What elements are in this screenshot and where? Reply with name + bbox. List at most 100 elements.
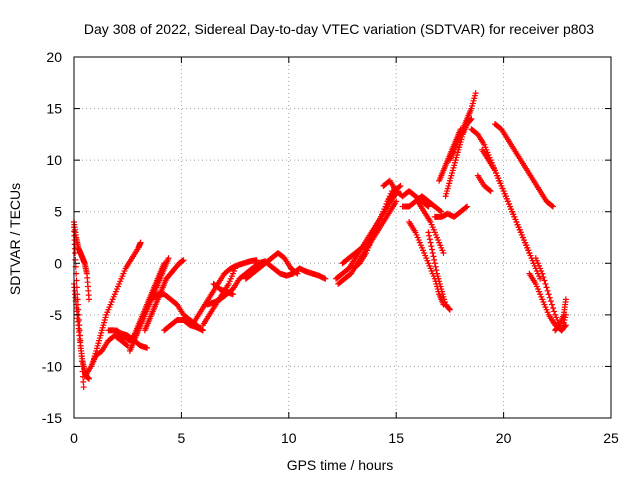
series-arc-af bbox=[479, 146, 544, 282]
series-arc-h bbox=[126, 255, 172, 354]
series-arc-c bbox=[71, 219, 93, 303]
y-tick-label: 20 bbox=[46, 49, 62, 65]
data-point bbox=[72, 256, 79, 263]
data-point bbox=[463, 204, 470, 211]
y-tick-label: 10 bbox=[46, 152, 62, 168]
data-point bbox=[393, 198, 400, 205]
series-arc-ak bbox=[552, 296, 569, 334]
data-point bbox=[77, 332, 84, 339]
series-arc-y bbox=[414, 198, 447, 256]
series-arc-ad bbox=[446, 90, 479, 164]
y-tick-label: 15 bbox=[46, 101, 62, 117]
data-point bbox=[72, 249, 79, 256]
data-point bbox=[562, 322, 569, 329]
x-tick-label: 20 bbox=[496, 430, 512, 446]
data-point bbox=[551, 308, 558, 315]
data-point bbox=[426, 236, 433, 243]
series-arc-z bbox=[425, 229, 453, 313]
series-arc-ag bbox=[492, 121, 557, 210]
series-arc-ah bbox=[474, 172, 494, 195]
series-arc-l bbox=[189, 257, 260, 329]
series-arc-n bbox=[204, 258, 269, 308]
y-axis: -15 -10 -5 0 5 10 15 20 bbox=[42, 49, 611, 426]
data-point bbox=[487, 188, 494, 195]
grid bbox=[74, 57, 611, 418]
series-arc-q bbox=[264, 260, 329, 282]
data-point bbox=[424, 202, 431, 209]
data-point bbox=[428, 243, 435, 250]
data-point bbox=[77, 342, 84, 349]
data-point bbox=[429, 246, 435, 253]
y-tick-label: -5 bbox=[50, 307, 63, 323]
data-point bbox=[562, 323, 569, 330]
data-point bbox=[76, 317, 83, 324]
data-point bbox=[76, 327, 83, 334]
chart-title: Day 308 of 2022, Sidereal Day-to-day VTE… bbox=[84, 21, 594, 37]
data-point bbox=[431, 260, 438, 267]
x-axis-label: GPS time / hours bbox=[287, 457, 394, 473]
series-arc-u bbox=[350, 188, 395, 272]
data-point bbox=[472, 90, 479, 97]
data-point bbox=[74, 301, 81, 308]
data-point bbox=[542, 280, 549, 287]
x-tick-label: 5 bbox=[178, 430, 186, 446]
data-point bbox=[322, 275, 329, 282]
data-point bbox=[78, 347, 85, 354]
data-point bbox=[427, 239, 434, 246]
x-tick-label: 25 bbox=[603, 430, 619, 446]
data-point bbox=[199, 327, 206, 334]
series-arc-ac bbox=[442, 115, 475, 200]
data-point bbox=[437, 207, 444, 214]
data-point bbox=[76, 322, 83, 329]
data-point bbox=[426, 232, 433, 239]
y-tick-label: -15 bbox=[42, 410, 62, 426]
data-point bbox=[73, 277, 80, 284]
y-tick-label: 5 bbox=[54, 204, 62, 220]
data-point bbox=[440, 249, 447, 256]
series-arc-e bbox=[90, 239, 144, 365]
data-point bbox=[438, 208, 445, 215]
data-point bbox=[73, 284, 80, 291]
data-point bbox=[229, 291, 236, 298]
series-arc-aa bbox=[431, 203, 471, 220]
data-point bbox=[80, 384, 87, 391]
data-point bbox=[425, 229, 432, 236]
data-point bbox=[78, 358, 85, 365]
x-tick-label: 10 bbox=[281, 430, 297, 446]
data-point bbox=[232, 265, 239, 272]
data-point bbox=[396, 183, 403, 190]
data-point bbox=[546, 294, 553, 301]
series-arc-t bbox=[339, 182, 404, 267]
data-point bbox=[464, 203, 471, 210]
x-tick-label: 15 bbox=[388, 430, 404, 446]
data-point bbox=[548, 301, 555, 308]
data-point bbox=[429, 249, 436, 256]
data-point bbox=[550, 203, 557, 210]
data-point bbox=[446, 306, 453, 313]
data-point bbox=[86, 296, 93, 303]
plot-frame bbox=[73, 56, 612, 419]
series-arc-w bbox=[399, 193, 445, 215]
x-tick-label: 0 bbox=[70, 430, 78, 446]
data-point bbox=[539, 270, 546, 277]
y-tick-label: -10 bbox=[42, 358, 62, 374]
data-point bbox=[433, 267, 440, 274]
data-point bbox=[77, 337, 84, 344]
data-point bbox=[543, 284, 550, 291]
data-point bbox=[537, 275, 544, 282]
data-point bbox=[180, 257, 187, 264]
data-point bbox=[80, 378, 87, 385]
data-point bbox=[430, 253, 437, 260]
data-point bbox=[541, 277, 548, 284]
data-point bbox=[562, 296, 569, 303]
data-point bbox=[78, 353, 85, 360]
data-point bbox=[74, 296, 81, 303]
series-arc-v bbox=[380, 177, 432, 210]
data-point bbox=[544, 287, 551, 294]
data-point bbox=[545, 291, 552, 298]
data-point bbox=[446, 305, 453, 312]
data-point bbox=[123, 341, 130, 348]
data-point bbox=[79, 368, 86, 375]
data-point bbox=[548, 202, 555, 209]
